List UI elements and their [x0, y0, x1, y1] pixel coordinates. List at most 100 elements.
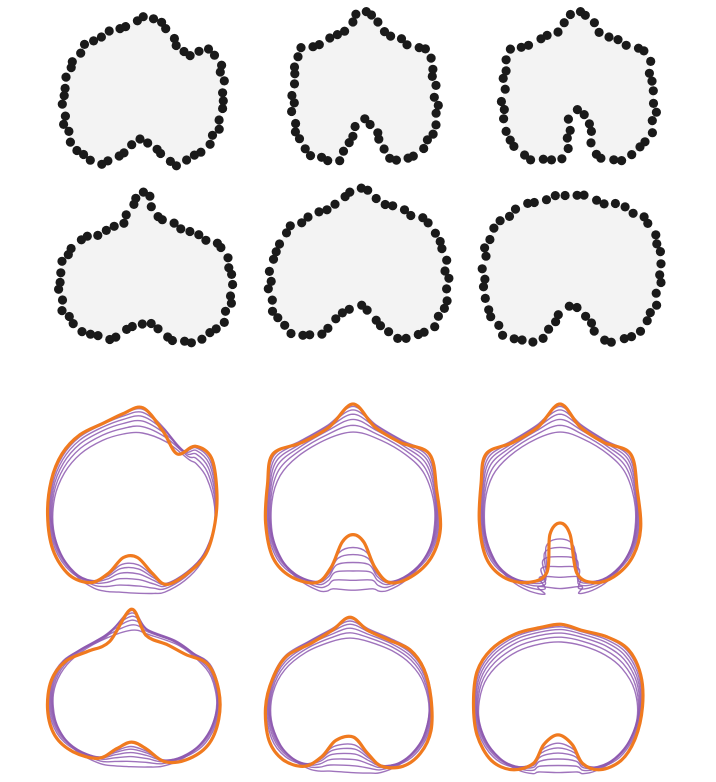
sample-point: [652, 239, 662, 249]
approximation-curve: [267, 413, 438, 584]
approximation-curve: [269, 637, 430, 775]
sample-point: [325, 33, 335, 43]
sample-point: [121, 22, 131, 32]
sample-point: [169, 33, 179, 44]
sample-point: [586, 318, 597, 328]
sample-point: [373, 17, 383, 27]
approximation-curve: [48, 411, 218, 585]
approximation-curve: [483, 431, 637, 596]
sample-point: [340, 26, 350, 36]
approximation-curve: [50, 619, 219, 763]
sample-point: [64, 126, 74, 136]
sample-point: [228, 279, 238, 290]
shape-2-point-samples: [287, 7, 443, 166]
sample-point: [194, 230, 204, 240]
sample-point: [296, 43, 306, 53]
sample-point: [430, 228, 440, 238]
sample-point: [579, 110, 589, 120]
sample-point: [289, 79, 300, 89]
sample-point: [223, 253, 233, 263]
sample-point: [480, 243, 490, 253]
sample-point: [486, 312, 496, 322]
sample-point: [345, 187, 355, 197]
sample-point: [591, 149, 602, 159]
sample-point: [146, 318, 156, 329]
sample-point: [393, 333, 403, 343]
sample-point: [480, 274, 490, 284]
reconstructions-row-3: [45, 402, 643, 596]
sample-point: [286, 328, 296, 339]
sample-point: [655, 247, 666, 257]
sample-point: [647, 76, 657, 86]
approximation-curve: [482, 424, 637, 591]
approximation-curve: [51, 425, 217, 591]
sample-point: [579, 190, 589, 200]
shape-1-reconstructions: [45, 405, 219, 595]
sample-point: [542, 30, 552, 40]
sample-point: [289, 98, 299, 108]
approximation-curve: [269, 632, 431, 771]
sample-point: [553, 310, 563, 320]
sample-point: [215, 67, 225, 77]
sample-point: [300, 144, 310, 154]
sample-point: [344, 138, 354, 148]
sample-point: [498, 330, 508, 340]
sample-point: [401, 333, 411, 343]
sample-point: [427, 71, 437, 81]
sample-point: [586, 138, 596, 148]
sample-point: [500, 84, 510, 94]
sample-point: [146, 202, 156, 212]
sample-point: [541, 195, 552, 205]
sample-point: [413, 329, 423, 340]
sample-point: [426, 53, 436, 63]
sample-point: [386, 31, 396, 41]
sample-point: [627, 150, 637, 160]
sample-point: [504, 211, 515, 221]
sample-point: [651, 230, 661, 240]
sample-point: [509, 334, 519, 344]
sample-point: [55, 277, 65, 287]
shape-4-reconstructions: [45, 607, 222, 768]
sample-point: [153, 324, 163, 334]
sample-point: [220, 306, 231, 316]
approximation-curve: [477, 641, 639, 775]
sample-point: [433, 311, 443, 321]
sample-point: [205, 139, 215, 149]
sample-point: [442, 296, 452, 306]
sample-point: [197, 334, 207, 344]
shape-3-point-samples: [496, 7, 662, 166]
sample-point: [360, 114, 370, 124]
sample-point: [317, 329, 327, 339]
sample-point: [439, 303, 449, 313]
sample-point: [363, 185, 373, 195]
sample-point: [620, 202, 630, 212]
sample-point: [599, 199, 609, 209]
sample-point: [546, 155, 557, 165]
shape-6-point-samples: [477, 190, 666, 347]
approximation-curve: [51, 624, 219, 765]
sample-point: [442, 284, 452, 294]
sample-point: [478, 282, 489, 292]
sample-point: [431, 120, 441, 130]
sample-point: [565, 125, 575, 135]
sample-point: [72, 145, 82, 156]
approximation-curve: [52, 629, 218, 768]
shape-1-point-samples: [57, 12, 229, 171]
sample-point: [373, 128, 383, 138]
sample-point: [437, 244, 447, 254]
sample-point: [289, 62, 300, 72]
target-outline: [45, 607, 222, 765]
sample-point: [499, 104, 509, 115]
sample-point: [148, 14, 159, 24]
sample-point: [420, 44, 430, 54]
sample-point: [384, 327, 394, 337]
sample-point: [600, 335, 610, 345]
sample-point: [287, 106, 297, 117]
sample-point: [523, 40, 534, 50]
sample-point: [169, 218, 179, 228]
approximation-curve: [47, 609, 221, 762]
sample-point: [214, 115, 224, 125]
sample-point: [114, 151, 124, 161]
sample-point: [501, 55, 511, 65]
sample-point: [572, 302, 582, 313]
